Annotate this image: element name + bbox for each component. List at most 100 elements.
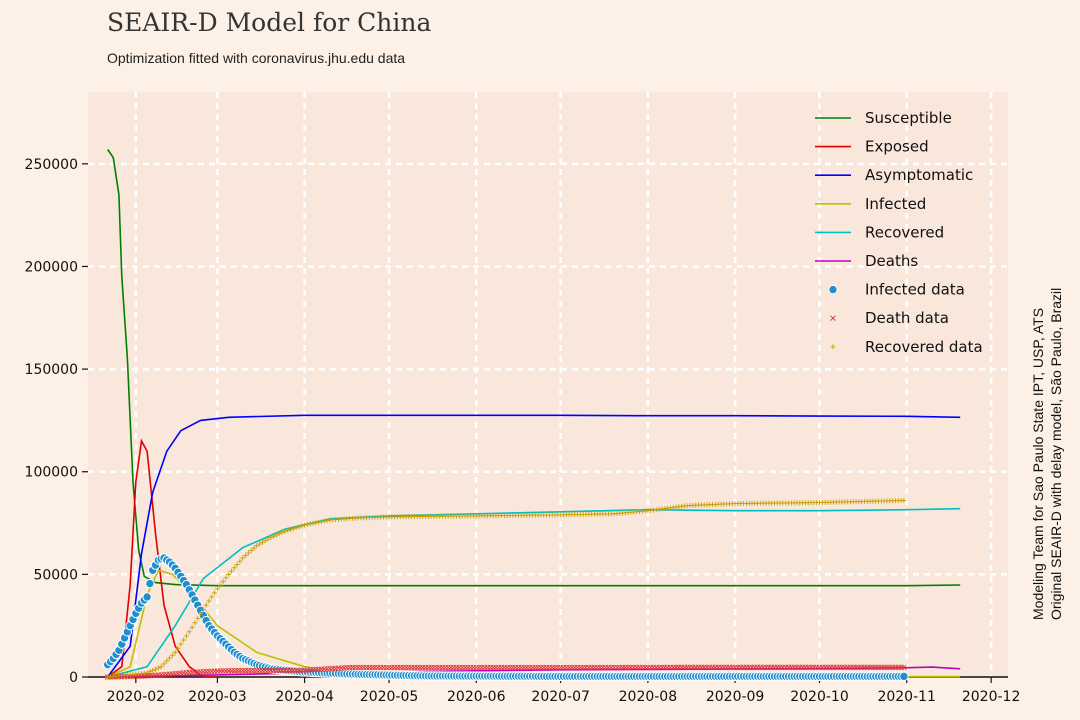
side-note-line2: Original SEAIR-D with delay model, São P… [1048,288,1064,620]
recovered-data-point [296,524,302,530]
chart-subtitle: Optimization fitted with coronavirus.jhu… [107,50,406,66]
recovered-data-point [178,641,184,647]
recovered-data-point [164,658,170,664]
recovered-data-point [200,606,206,612]
legend-label-deaths: Deaths [865,252,918,270]
recovered-data-point [220,579,226,585]
recovered-data-point [313,520,319,526]
recovered-data-point [192,620,198,626]
y-tick-label: 250000 [25,157,78,173]
legend-swatch-recovered-data [830,344,836,350]
recovered-data-point [901,497,907,503]
legend-label-recovered: Recovered [865,223,944,241]
y-axis: 0 50000 100000 150000 200000 250000 [25,157,88,686]
recovered-data-point [240,555,246,561]
recovered-data-point [262,538,268,544]
grid-lines [88,92,1008,677]
legend-swatch-death-data [830,315,836,322]
recovered-data-point [251,545,257,551]
recovered-data-point [175,645,181,651]
recovered-data-point [155,665,161,671]
recovered-data-point [254,543,260,549]
legend-swatch-infected-data [828,284,838,295]
x-axis: 2020-02 2020-03 2020-04 2020-05 2020-06 2020-… [88,676,1021,705]
recovered-data-point [265,536,271,542]
recovered-data-point [167,655,173,661]
recovered-data-point [304,522,310,528]
legend-label-infected-data: Infected data [865,281,965,299]
recovered-data-point [214,586,220,592]
recovered-data-point [203,602,209,608]
recovered-data-point [169,652,175,658]
x-tick-label: 2020-10 [790,689,849,705]
x-marker [901,664,907,671]
recovered-data-point [299,523,305,529]
asymptomatic-line [107,414,961,678]
recovered-data-point [231,565,237,571]
recovered-data-point [274,532,280,538]
recovered-data-point [183,633,189,639]
y-tick-label: 50000 [33,567,78,583]
y-tick-label: 150000 [25,362,78,378]
chart-title: SEAIR-D Model for China [107,8,432,37]
x-marker [830,315,836,322]
x-tick-label: 2020-07 [531,689,590,705]
recovered-data-point [237,558,243,564]
recovered-data-point [195,615,201,621]
recovered-data-point [209,594,215,600]
recovered-data-point [307,521,313,527]
recovered-data-point [186,629,192,635]
legend-label-susceptible: Susceptible [865,109,952,127]
recovered-data-point [243,552,249,558]
recovered-data-point [276,531,282,537]
recovered-data-point [228,568,234,574]
recovered-data-point [310,520,316,526]
x-tick-label: 2020-05 [360,689,419,705]
susceptible-line [107,149,961,587]
x-tick-label: 2020-04 [275,689,334,705]
recovered-data-point [234,562,240,568]
recovered-data-point [161,661,167,667]
recovered-data-point [279,529,285,535]
infected-data-point [145,578,155,589]
recovered-data-point [290,526,296,532]
x-tick-label: 2020-03 [188,689,247,705]
recovered-data-point [288,527,294,533]
legend-label-recovered-data: Recovered data [865,338,983,356]
recovered-data-point [153,666,159,672]
recovered-data-point [245,550,251,556]
recovered-data-point [302,522,308,528]
x-tick-label: 2020-12 [962,689,1021,705]
recovered-data-point [321,518,327,524]
legend-label-infected: Infected [865,195,926,213]
recovered-data-point [206,598,212,604]
recovered-data-point [181,637,187,643]
recovered-data-point [282,528,288,534]
x-tick-label: 2020-08 [619,689,678,705]
recovered-data-point [319,519,325,525]
recovered-data-point [189,624,195,630]
y-tick-label: 200000 [25,259,78,275]
x-tick-label: 2020-02 [107,689,166,705]
recovered-data-point [316,519,322,525]
recovered-data-point [147,669,153,675]
series-layer [102,149,961,682]
recovered-data-point [248,548,254,554]
recovered-data-point [217,582,223,588]
plot-area [88,92,1008,677]
recovered-data-point [144,670,150,676]
legend-label-death-data: Death data [865,309,949,327]
recovered-data-point [223,575,229,581]
infected-data-point [899,671,909,682]
legend-label-exposed: Exposed [865,138,929,156]
recovered-data-point [212,590,218,596]
recovered-data-point [271,533,277,539]
recovered-data-point [158,664,164,670]
recovered-data-point [324,518,330,524]
recovered-data-point [268,534,274,540]
exposed-line [107,438,218,678]
recovered-data-point [259,539,265,545]
recovered-data-point [172,649,178,655]
x-tick-label: 2020-11 [877,689,936,705]
